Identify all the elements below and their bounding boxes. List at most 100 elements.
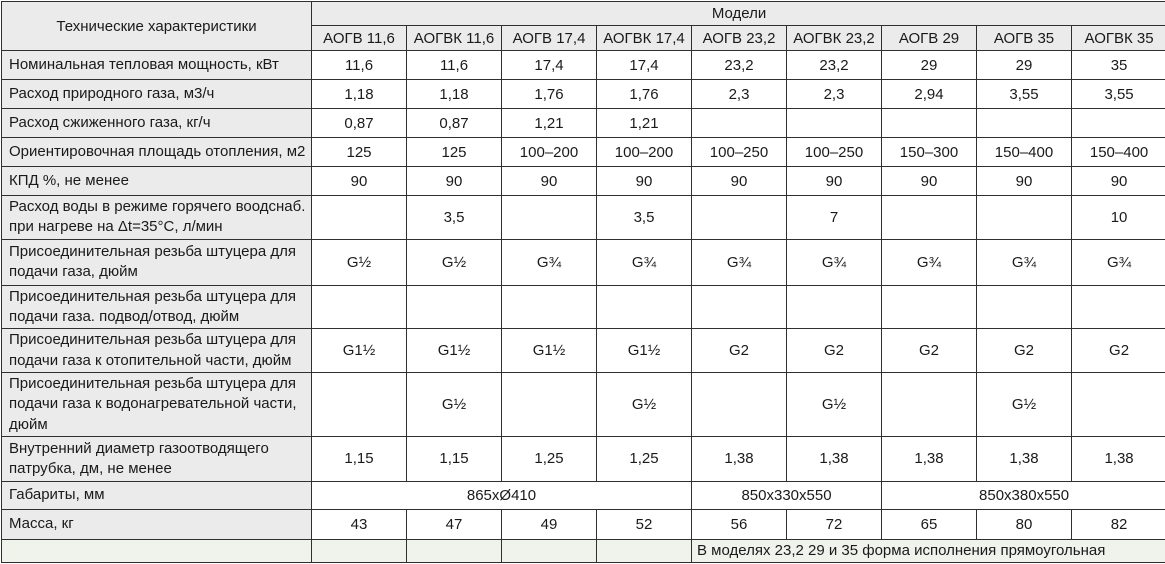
table-cell <box>1072 373 1165 437</box>
table-cell <box>502 196 597 240</box>
table-cell: G¾ <box>597 239 692 285</box>
model-column-header: АОГВ 29 <box>882 26 977 51</box>
row-label: Ориентировочная площадь отопления, м2 <box>2 138 312 167</box>
table-cell: 1,38 <box>787 436 882 481</box>
table-cell: 2,94 <box>882 80 977 109</box>
table-cell <box>312 196 407 240</box>
model-column-header: АОГВК 11,6 <box>407 26 502 51</box>
row-label: Номинальная тепловая мощность, кВт <box>2 51 312 80</box>
table-cell <box>882 109 977 138</box>
table-cell: G¾ <box>1072 239 1165 285</box>
table-cell: 11,6 <box>312 51 407 80</box>
table-cell-merged: 850х330х550 <box>692 481 882 509</box>
table-cell: 1,15 <box>312 436 407 481</box>
table-cell <box>977 285 1072 329</box>
row-label: Расход сжиженного газа, кг/ч <box>2 109 312 138</box>
table-cell: 1,25 <box>502 436 597 481</box>
table-row: Присоединительная резьба штуцера для под… <box>2 285 1165 329</box>
table-cell <box>407 285 502 329</box>
row-label: Расход воды в режиме горячего воодснаб. … <box>2 196 312 240</box>
table-cell: 1,76 <box>597 80 692 109</box>
table-row: Присоединительная резьба штуцера для под… <box>2 373 1165 437</box>
table-cell: 7 <box>787 196 882 240</box>
corner-header: Технические характеристики <box>2 2 312 51</box>
table-cell <box>312 373 407 437</box>
table-cell: 90 <box>312 167 407 196</box>
table-cell: 10 <box>1072 196 1165 240</box>
model-column-header: АОГВК 23,2 <box>787 26 882 51</box>
table-cell: G¾ <box>787 239 882 285</box>
model-column-header: АОГВК 35 <box>1072 26 1165 51</box>
table-cell: 82 <box>1072 509 1165 539</box>
table-cell: G¾ <box>692 239 787 285</box>
table-cell: 72 <box>787 509 882 539</box>
table-cell: 150–300 <box>882 138 977 167</box>
table-cell: 0,87 <box>312 109 407 138</box>
table-cell <box>882 373 977 437</box>
table-row: Присоединительная резьба штуцера для под… <box>2 329 1165 373</box>
table-cell <box>1072 285 1165 329</box>
table-cell: 1,38 <box>882 436 977 481</box>
table-cell: G¾ <box>882 239 977 285</box>
model-column-header: АОГВ 11,6 <box>312 26 407 51</box>
table-row: Расход воды в режиме горячего воодснаб. … <box>2 196 1165 240</box>
table-cell: 56 <box>692 509 787 539</box>
table-cell: 2,3 <box>787 80 882 109</box>
table-cell: G½ <box>312 239 407 285</box>
table-cell: 1,38 <box>692 436 787 481</box>
table-cell: 3,5 <box>407 196 502 240</box>
row-label: Расход природного газа, м3/ч <box>2 80 312 109</box>
table-cell: 23,2 <box>692 51 787 80</box>
table-cell: 90 <box>787 167 882 196</box>
model-column-header: АОГВ 35 <box>977 26 1072 51</box>
table-cell <box>787 109 882 138</box>
table-cell: 1,18 <box>312 80 407 109</box>
model-column-header: АОГВ 17,4 <box>502 26 597 51</box>
table-cell <box>692 196 787 240</box>
table-cell: 2,3 <box>692 80 787 109</box>
table-cell: 150–400 <box>977 138 1072 167</box>
table-cell <box>882 285 977 329</box>
table-cell: G½ <box>597 373 692 437</box>
table-cell: 80 <box>977 509 1072 539</box>
table-cell <box>597 285 692 329</box>
table-cell: G¾ <box>502 239 597 285</box>
table-cell: G2 <box>882 329 977 373</box>
table-cell: 47 <box>407 509 502 539</box>
row-label: КПД %, не менее <box>2 167 312 196</box>
table-cell <box>692 109 787 138</box>
models-group-row: Технические характеристики Модели <box>2 2 1165 26</box>
row-label: Присоединительная резьба штуцера для под… <box>2 329 312 373</box>
table-cell: G1½ <box>407 329 502 373</box>
table-cell: 35 <box>1072 51 1165 80</box>
table-cell: 1,21 <box>502 109 597 138</box>
table-cell: 100–200 <box>502 138 597 167</box>
table-header: Технические характеристики Модели АОГВ 1… <box>2 2 1165 51</box>
table-cell <box>787 285 882 329</box>
table-cell: 125 <box>407 138 502 167</box>
table-cell: 90 <box>597 167 692 196</box>
table-cell: 125 <box>312 138 407 167</box>
table-cell <box>1072 109 1165 138</box>
models-group-header: Модели <box>312 2 1165 26</box>
model-column-header: АОГВК 17,4 <box>597 26 692 51</box>
table-cell: 1,15 <box>407 436 502 481</box>
table-cell: 29 <box>977 51 1072 80</box>
table-cell <box>692 373 787 437</box>
table-cell: 1,21 <box>597 109 692 138</box>
table-cell: 90 <box>502 167 597 196</box>
table-cell: G2 <box>787 329 882 373</box>
table-cell: 49 <box>502 509 597 539</box>
table-cell: 1,38 <box>977 436 1072 481</box>
table-cell: 100–250 <box>692 138 787 167</box>
table-cell <box>977 196 1072 240</box>
table-cell <box>502 373 597 437</box>
table-cell: 90 <box>407 167 502 196</box>
table-cell: 90 <box>692 167 787 196</box>
table-cell: G1½ <box>502 329 597 373</box>
table-cell: G½ <box>977 373 1072 437</box>
row-label: Присоединительная резьба штуцера для под… <box>2 239 312 285</box>
